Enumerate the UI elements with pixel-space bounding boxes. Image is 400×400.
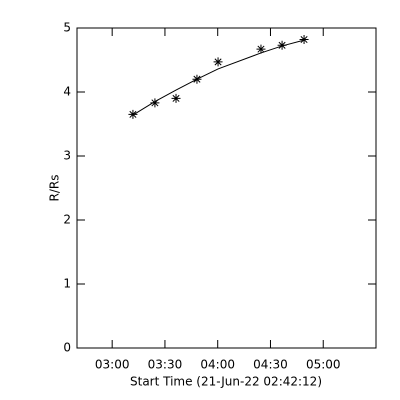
data-point [299,35,309,45]
y-tick-label: 0 [63,341,71,355]
data-point [213,57,223,67]
x-tick-label: 03:00 [95,358,130,372]
y-tick-label: 5 [63,21,71,35]
x-axis-label: Start Time (21-Jun-22 02:42:12) [130,375,322,389]
plot-frame [76,27,377,349]
data-point [171,93,181,103]
x-tick-label: 03:30 [148,358,183,372]
y-axis-label: R/Rs [48,175,62,202]
fit-line [132,39,305,116]
y-tick-label: 1 [63,277,71,291]
y-tick-label: 3 [63,149,71,163]
data-point [256,44,266,54]
y-tick-label: 4 [63,85,71,99]
x-tick-label: 05:00 [306,358,341,372]
data-point [150,98,160,108]
data-point [128,109,138,119]
x-tick-label: 04:30 [253,358,288,372]
y-tick-label: 2 [63,213,71,227]
data-point [277,40,287,50]
x-tick-label: 04:00 [200,358,235,372]
